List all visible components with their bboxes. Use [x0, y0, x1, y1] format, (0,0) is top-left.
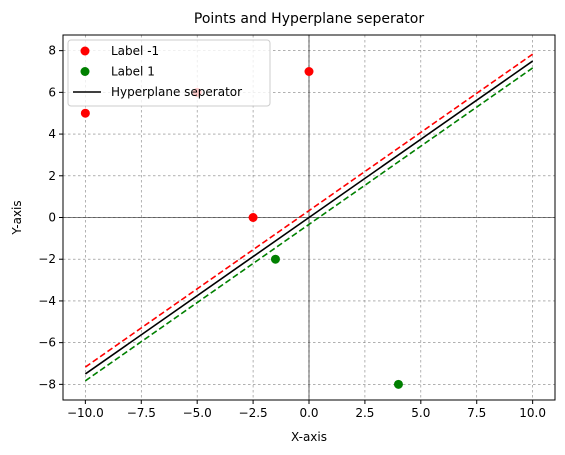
y-tick-label: −2	[38, 252, 56, 266]
x-tick-label: −2.5	[239, 406, 268, 420]
y-tick-label: 0	[48, 211, 56, 225]
legend-label: Label 1	[111, 65, 155, 79]
scatter-point	[80, 108, 90, 118]
y-tick-label: −4	[38, 294, 56, 308]
x-tick-label: 10.0	[519, 406, 546, 420]
chart-title: Points and Hyperplane seperator	[194, 11, 424, 27]
y-tick-label: 2	[48, 169, 56, 183]
y-tick-label: 4	[48, 127, 56, 141]
legend-label: Label -1	[111, 44, 159, 58]
y-axis-ticks: −8 −6 −4 −2 0 2 4 6 8	[38, 44, 63, 391]
y-axis-label: Y-axis	[10, 200, 24, 235]
legend-marker	[80, 46, 90, 56]
scatter-point	[270, 254, 280, 264]
x-axis-label: X-axis	[291, 430, 327, 444]
y-tick-label: −8	[38, 377, 56, 391]
x-tick-label: 0.0	[299, 406, 318, 420]
legend-box	[67, 39, 271, 107]
x-axis-ticks: −10.0 −7.5 −5.0 −2.5 0.0 2.5 5.0 7.5 10.0	[67, 400, 546, 420]
scatter-point	[393, 379, 403, 389]
scatter-point	[248, 213, 258, 222]
legend-marker	[80, 67, 90, 76]
series-lines	[84, 53, 534, 382]
y-tick-label: −6	[38, 336, 56, 350]
legend: Label -1 Label 1 Hyperplane seperator	[67, 39, 271, 107]
margin-line	[84, 53, 534, 368]
y-tick-label: 6	[48, 85, 56, 99]
x-tick-label: −10.0	[67, 406, 104, 420]
y-tick-label: 8	[48, 44, 56, 58]
x-tick-label: −5.0	[183, 406, 212, 420]
x-tick-label: 5.0	[411, 406, 430, 420]
margin-line	[84, 67, 534, 382]
x-tick-label: 7.5	[467, 406, 486, 420]
x-tick-label: 2.5	[355, 406, 374, 420]
scatter-point	[304, 67, 314, 76]
hyperplane-line	[84, 60, 534, 375]
legend-label: Hyperplane seperator	[111, 85, 242, 99]
x-tick-label: −7.5	[127, 406, 156, 420]
